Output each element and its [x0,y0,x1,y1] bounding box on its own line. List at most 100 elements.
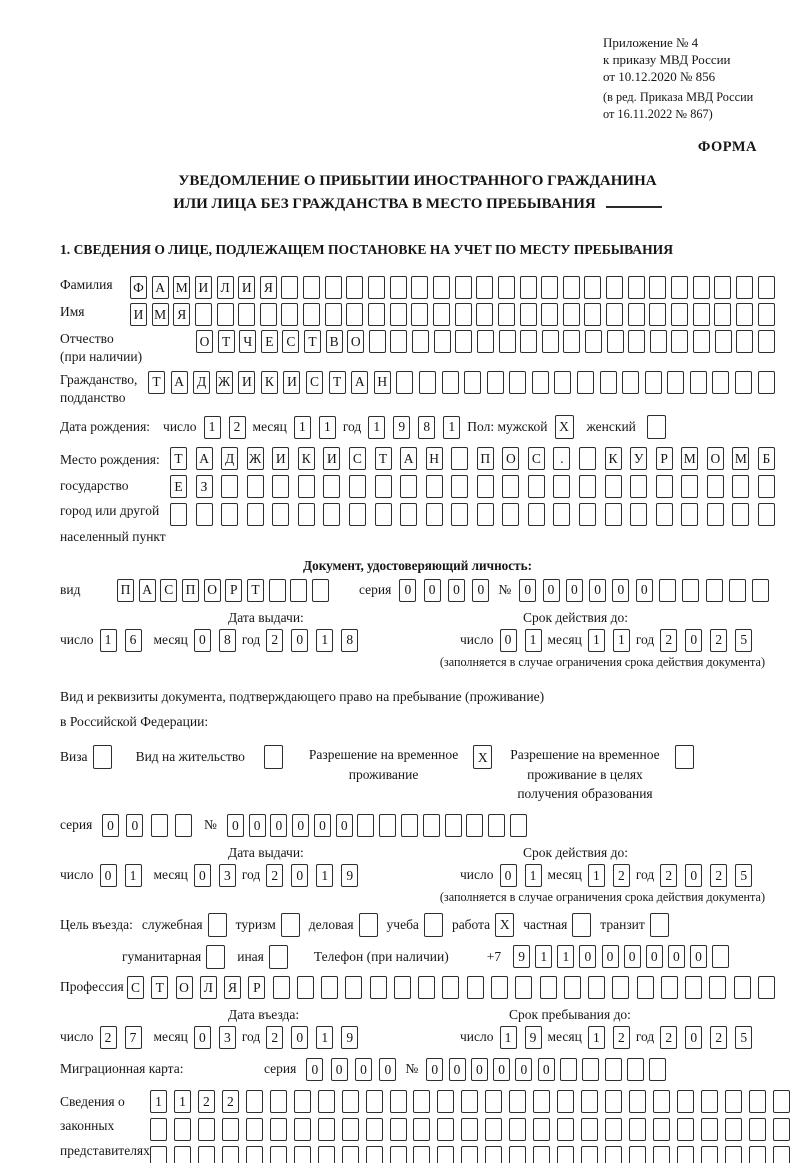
form-cell[interactable]: 8 [418,415,436,439]
form-cell[interactable]: Д [193,370,211,394]
form-cell[interactable] [554,370,572,394]
form-cell[interactable] [413,1089,431,1113]
form-cell[interactable] [676,1089,694,1113]
form-cell[interactable] [605,1145,623,1163]
form-cell[interactable] [272,975,290,999]
form-cell[interactable]: М [732,447,750,471]
form-cell[interactable] [317,1117,335,1141]
form-cell[interactable] [221,1145,239,1163]
form-cell[interactable]: Н [425,447,443,471]
form-cell[interactable]: 0 [635,578,653,602]
form-cell[interactable]: 5 [735,628,753,652]
form-cell[interactable]: К [260,370,278,394]
form-cell[interactable] [509,1145,527,1163]
form-cell[interactable] [323,503,341,527]
form-cell[interactable]: 0 [99,863,117,887]
form-cell[interactable]: Е [170,475,187,499]
form-cell[interactable]: Н [373,370,391,394]
form-cell[interactable]: 0 [193,628,211,652]
form-cell[interactable]: 0 [313,813,331,837]
form-cell[interactable]: Я [259,276,277,300]
form-cell[interactable]: 0 [537,1057,555,1081]
form-cell[interactable] [389,1117,407,1141]
form-cell[interactable] [245,1145,263,1163]
form-cell[interactable] [150,1145,167,1163]
form-cell[interactable] [653,1117,671,1141]
form-cell[interactable] [442,975,460,999]
form-cell[interactable] [245,1089,263,1113]
form-cell[interactable] [451,475,469,499]
form-cell[interactable] [461,1117,479,1141]
form-cell[interactable] [418,370,436,394]
form-cell[interactable] [444,813,462,837]
form-cell[interactable]: С [306,370,324,394]
birthplace-row3-cells[interactable] [170,503,775,527]
form-cell[interactable] [700,1089,718,1113]
form-cell[interactable] [497,276,515,300]
form-cell[interactable]: 0 [355,1057,372,1081]
form-cell[interactable] [346,276,364,300]
form-cell[interactable] [432,276,450,300]
form-cell[interactable]: 1 [203,415,221,439]
form-cell[interactable]: О [175,975,193,999]
form-cell[interactable] [676,1117,694,1141]
form-cell[interactable] [502,503,520,527]
form-cell[interactable] [173,1145,191,1163]
form-cell[interactable] [379,813,397,837]
form-cell[interactable] [728,578,746,602]
form-cell[interactable] [606,330,624,354]
form-cell[interactable]: Ф [130,276,147,300]
form-cell[interactable]: О [203,578,221,602]
form-cell[interactable]: 1 [99,628,117,652]
form-cell[interactable]: 0 [226,813,244,837]
form-cell[interactable] [194,303,212,327]
form-cell[interactable]: 1 [557,945,575,969]
form-cell[interactable]: М [151,303,169,327]
form-cell[interactable] [455,330,473,354]
form-cell[interactable] [368,303,386,327]
form-cell[interactable] [735,276,753,300]
form-cell[interactable]: 0 [379,1057,397,1081]
form-cell[interactable] [221,1117,239,1141]
form-cell[interactable] [466,813,484,837]
form-cell[interactable]: З [195,475,213,499]
form-cell[interactable] [604,503,622,527]
form-cell[interactable]: Е [260,330,278,354]
form-cell[interactable]: 1 [524,863,542,887]
form-cell[interactable]: 0 [291,628,309,652]
form-cell[interactable] [454,303,472,327]
form-cell[interactable]: Т [246,578,264,602]
form-cell[interactable] [400,475,418,499]
form-cell[interactable]: 0 [645,945,663,969]
form-cell[interactable] [509,370,527,394]
form-cell[interactable] [772,1089,790,1113]
form-cell[interactable] [605,1089,623,1113]
form-cell[interactable] [527,475,545,499]
form-cell[interactable]: 8 [218,628,236,652]
form-cell[interactable] [272,475,290,499]
form-cell[interactable] [527,503,545,527]
form-cell[interactable]: 0 [292,813,310,837]
form-cell[interactable] [735,303,753,327]
form-cell[interactable] [655,503,673,527]
form-cell[interactable] [712,370,730,394]
form-cell[interactable]: 0 [565,578,583,602]
form-cell[interactable] [706,503,724,527]
form-cell[interactable] [676,1145,694,1163]
form-cell[interactable] [748,1117,766,1141]
form-cell[interactable] [451,447,469,471]
form-cell[interactable] [432,303,450,327]
form-cell[interactable] [724,1089,742,1113]
form-cell[interactable] [269,1145,287,1163]
form-cell[interactable] [290,578,308,602]
sex-male-checkbox[interactable]: X [554,415,574,440]
form-cell[interactable]: А [195,447,213,471]
